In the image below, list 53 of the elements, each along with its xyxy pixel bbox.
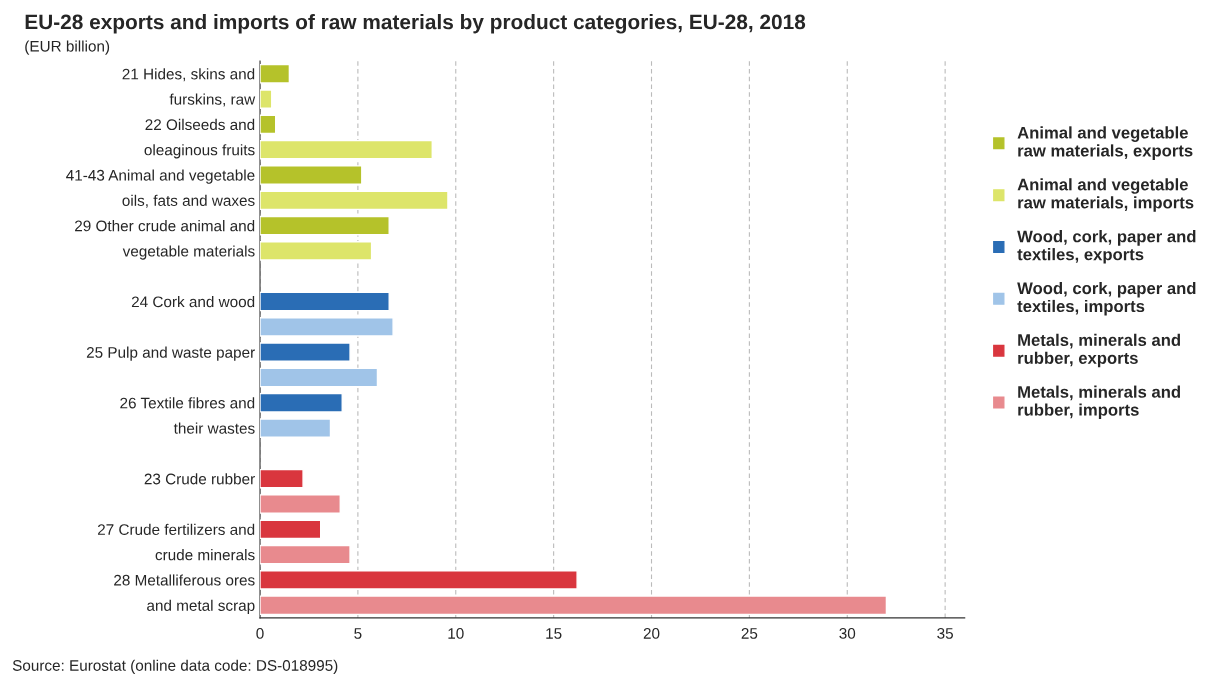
y-tick-label: crude minerals bbox=[155, 549, 255, 561]
bar bbox=[260, 241, 373, 261]
text: (EUR billion) bbox=[25, 40, 110, 55]
x-tick-label: 10 bbox=[448, 628, 464, 639]
bar bbox=[260, 63, 291, 84]
bar bbox=[260, 215, 390, 236]
bar bbox=[260, 291, 390, 312]
bar bbox=[260, 392, 343, 413]
y-tick-label: their wastes bbox=[173, 422, 255, 434]
y-tick-label: 29 Other crude animal and bbox=[75, 220, 255, 232]
bar bbox=[260, 570, 578, 590]
source-note: Source: Eurostat (online data code: DS-018995) bbox=[12, 659, 338, 674]
y-tick-label: 41-43 Animal and vegetable bbox=[66, 169, 255, 184]
bar bbox=[260, 367, 379, 388]
bar bbox=[260, 342, 351, 362]
bar bbox=[260, 317, 394, 337]
legend-label: Metals, minerals and rubber, exports bbox=[1018, 333, 1180, 368]
y-tick-label: oils, fats and waxes bbox=[122, 194, 255, 208]
legend-label: Animal and vegetable raw materials, imports bbox=[1017, 178, 1194, 212]
y-tick-label: 26 Textile fibres and bbox=[120, 397, 255, 409]
x-tick-label: 5 bbox=[354, 628, 362, 639]
bar bbox=[260, 494, 341, 514]
y-tick-label: and metal scrap bbox=[147, 599, 255, 614]
legend-label: Metals, minerals and rubber, imports bbox=[1018, 385, 1180, 420]
legend-label: Animal and vegetable raw materials, exports bbox=[1017, 126, 1193, 160]
y-tick-label: oleaginous fruits bbox=[144, 144, 255, 159]
x-tick-label: 0 bbox=[256, 628, 264, 639]
legend-label: Wood, cork, paper and textiles, imports bbox=[1017, 281, 1196, 316]
bar bbox=[260, 544, 351, 565]
x-tick-label: 25 bbox=[741, 628, 758, 639]
bar bbox=[260, 595, 888, 616]
y-tick-label: 23 Crude rubber bbox=[144, 473, 255, 485]
bar bbox=[260, 519, 322, 540]
y-tick-label: 24 Cork and wood bbox=[131, 296, 255, 308]
y-tick-label: 25 Pulp and waste paper bbox=[86, 346, 255, 361]
y-tick-label: 22 Oilseeds and bbox=[145, 118, 255, 131]
chart-title: EU-28 exports and imports of raw materials by product categories, EU-28, 2018 bbox=[25, 14, 806, 34]
x-tick-label: 35 bbox=[937, 628, 953, 639]
y-tick-label: vegetable materials bbox=[122, 245, 255, 260]
bar bbox=[260, 190, 449, 211]
bar bbox=[260, 468, 304, 489]
y-tick-label: 21 Hides, skins and bbox=[122, 68, 255, 82]
x-tick-label: 15 bbox=[546, 628, 562, 639]
legend-label: Wood, cork, paper and textiles, exports bbox=[1017, 230, 1196, 264]
y-tick-label: 27 Crude fertilizers and bbox=[97, 523, 255, 535]
bar bbox=[260, 89, 273, 109]
x-tick-label: 30 bbox=[839, 628, 856, 639]
y-tick-label: 28 Metalliferous ores bbox=[114, 574, 255, 586]
y-tick-label: furskins, raw bbox=[169, 93, 256, 107]
bar bbox=[260, 418, 332, 438]
bar bbox=[260, 165, 363, 185]
x-tick-label: 20 bbox=[643, 628, 660, 639]
bar bbox=[260, 139, 433, 160]
